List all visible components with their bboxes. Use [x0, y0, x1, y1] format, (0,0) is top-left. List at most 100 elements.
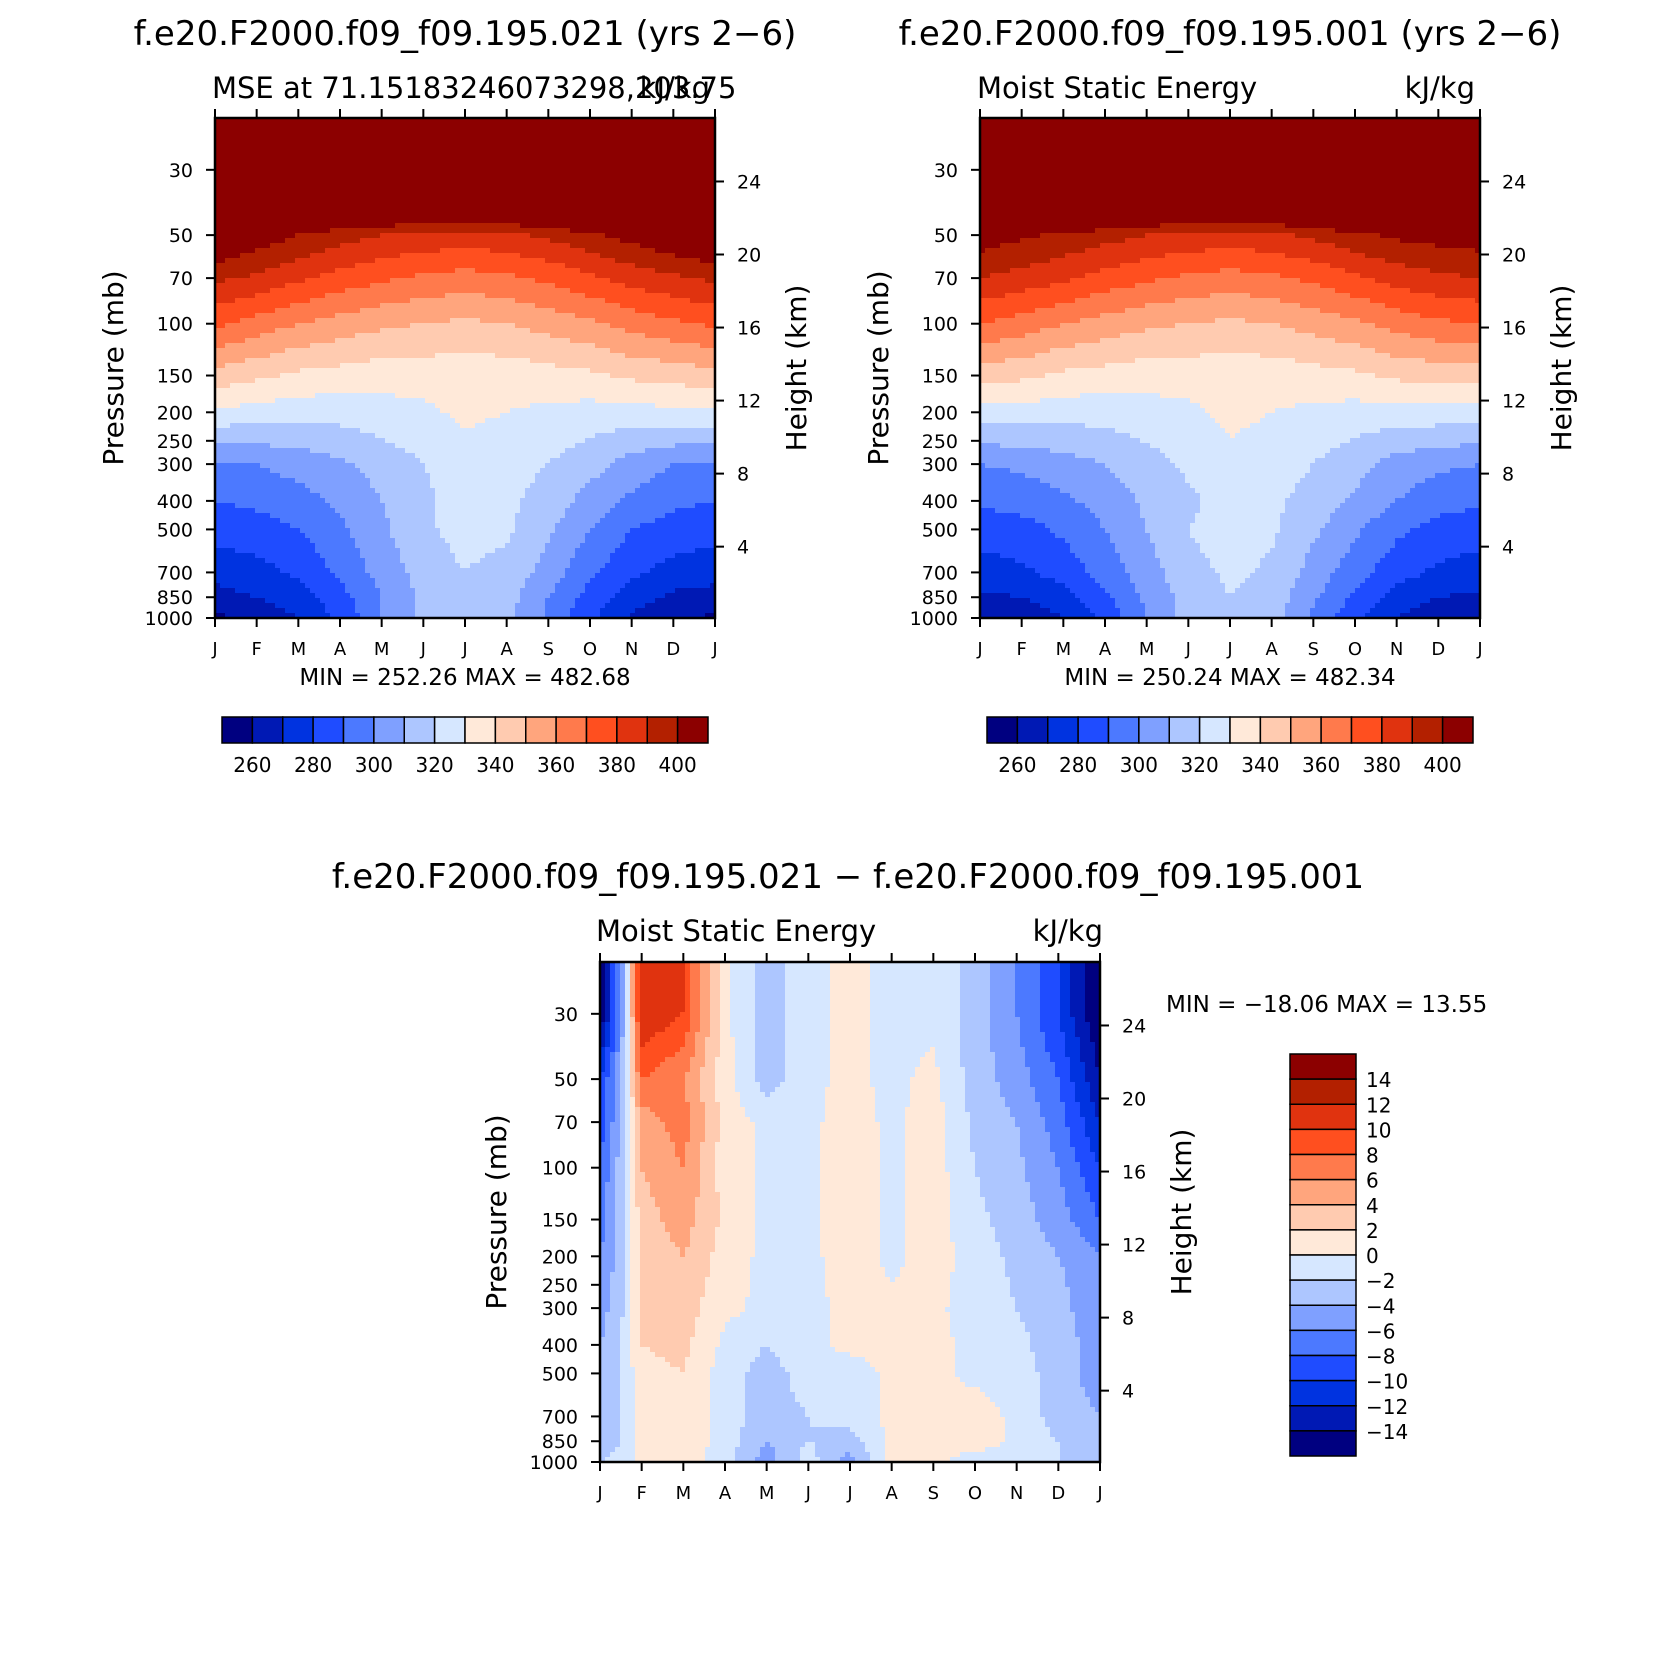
contour-cell	[320, 148, 326, 154]
contour-cell	[655, 158, 661, 164]
contour-cell	[315, 283, 321, 289]
contour-cell	[400, 298, 406, 304]
contour-cell	[610, 238, 616, 244]
contour-cell	[360, 333, 366, 339]
contour-cell	[660, 213, 666, 219]
contour-cell	[700, 243, 706, 249]
contour-cell	[565, 298, 571, 304]
contour-cell	[410, 338, 416, 344]
contour-cell	[650, 213, 656, 219]
contour-cell	[475, 348, 481, 354]
contour-cell	[295, 218, 301, 224]
contour-cell	[695, 213, 701, 219]
contour-cell	[330, 143, 336, 149]
contour-cell	[535, 148, 541, 154]
contour-cell	[610, 328, 616, 334]
contour-cell	[685, 268, 691, 274]
contour-cell	[605, 133, 611, 139]
contour-cell	[475, 183, 481, 189]
contour-cell	[490, 223, 496, 229]
contour-cell	[380, 273, 386, 279]
contour-cell	[645, 243, 651, 249]
contour-cell	[635, 278, 641, 284]
contour-cell	[405, 293, 411, 299]
contour-cell	[535, 328, 541, 334]
contour-cell	[490, 163, 496, 169]
contour-cell	[270, 158, 276, 164]
contour-cell	[555, 288, 561, 294]
contour-cell	[435, 193, 441, 199]
contour-cell	[220, 138, 226, 144]
contour-cell	[530, 183, 536, 189]
contour-cell	[365, 248, 371, 254]
contour-cell	[215, 353, 221, 359]
contour-cell	[670, 188, 676, 194]
contour-cell	[250, 228, 256, 234]
contour-cell	[330, 153, 336, 159]
contour-cell	[605, 233, 611, 239]
contour-cell	[290, 173, 296, 179]
contour-cell	[315, 298, 321, 304]
contour-cell	[675, 263, 681, 269]
contour-cell	[445, 288, 451, 294]
contour-cell	[275, 288, 281, 294]
contour-cell	[460, 258, 466, 264]
contour-cell	[600, 233, 606, 239]
contour-cell	[645, 163, 651, 169]
contour-cell	[530, 263, 536, 269]
contour-cell	[395, 238, 401, 244]
contour-cell	[435, 188, 441, 194]
contour-cell	[430, 303, 436, 309]
contour-cell	[370, 268, 376, 274]
contour-cell	[240, 248, 246, 254]
contour-cell	[685, 128, 691, 134]
contour-cell	[570, 168, 576, 174]
contour-cell	[535, 308, 541, 314]
contour-cell	[630, 293, 636, 299]
contour-cell	[395, 323, 401, 329]
contour-cell	[430, 298, 436, 304]
contour-cell	[515, 253, 521, 259]
contour-cell	[255, 263, 261, 269]
contour-cell	[220, 288, 226, 294]
contour-cell	[680, 278, 686, 284]
contour-cell	[330, 348, 336, 354]
contour-cell	[395, 228, 401, 234]
contour-cell	[265, 253, 271, 259]
contour-cell	[680, 363, 686, 369]
contour-cell	[545, 143, 551, 149]
contour-cell	[260, 158, 266, 164]
contour-cell	[480, 213, 486, 219]
contour-cell	[435, 308, 441, 314]
contour-cell	[670, 258, 676, 264]
contour-cell	[300, 228, 306, 234]
contour-cell	[675, 223, 681, 229]
contour-cell	[400, 333, 406, 339]
contour-cell	[640, 258, 646, 264]
contour-cell	[395, 348, 401, 354]
contour-cell	[440, 313, 446, 319]
contour-cell	[410, 183, 416, 189]
contour-cell	[490, 353, 496, 359]
contour-cell	[525, 328, 531, 334]
contour-cell	[630, 228, 636, 234]
contour-cell	[655, 303, 661, 309]
contour-cell	[535, 243, 541, 249]
contour-cell	[540, 133, 546, 139]
contour-cell	[540, 153, 546, 159]
contour-cell	[675, 118, 681, 124]
contour-cell	[510, 148, 516, 154]
contour-cell	[395, 118, 401, 124]
contour-cell	[500, 308, 506, 314]
contour-cell	[585, 193, 591, 199]
contour-cell	[385, 363, 391, 369]
contour-cell	[565, 233, 571, 239]
contour-cell	[275, 273, 281, 279]
contour-cell	[370, 248, 376, 254]
contour-cell	[260, 353, 266, 359]
contour-cell	[555, 183, 561, 189]
contour-cell	[305, 223, 311, 229]
contour-cell	[330, 133, 336, 139]
contour-cell	[400, 318, 406, 324]
contour-cell	[405, 288, 411, 294]
